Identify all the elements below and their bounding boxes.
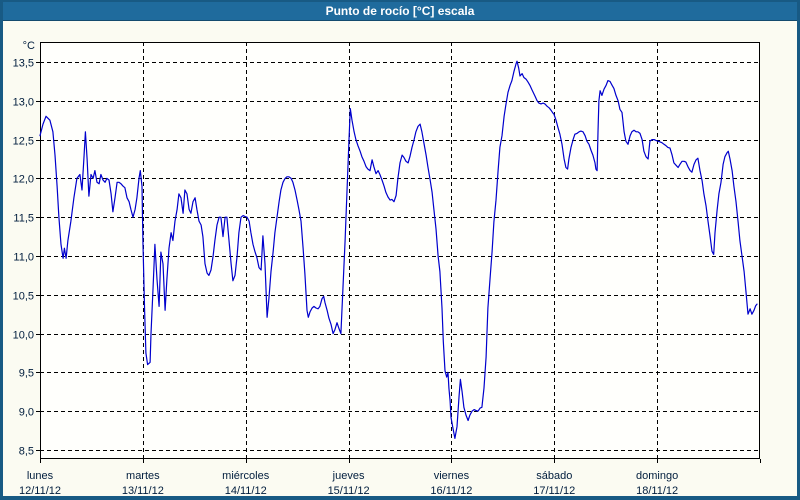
plot-border — [40, 42, 760, 459]
series-punto-de-rocio — [39, 60, 758, 439]
y-tick-label: 8,5 — [19, 446, 34, 458]
x-date-label: 14/11/12 — [225, 485, 267, 496]
x-date-label: 16/11/12 — [430, 485, 472, 496]
dewpoint-line-chart: 13,5 13,0 12,5 12,0 11,5 11,0 10,5 10,0 9,5 9,0 8,… — [13, 40, 761, 496]
x-day-label: viernes — [434, 470, 470, 482]
chart-title: Punto de rocío [°C] escala — [325, 4, 475, 18]
x-day-label: domingo — [636, 470, 678, 482]
x-date-label: 18/11/12 — [636, 485, 678, 496]
x-day-label: martes — [126, 470, 160, 482]
chart-title-bar: Punto de rocío [°C] escala — [3, 2, 797, 21]
x-day-label: sábado — [536, 470, 572, 482]
y-tick-label: 13,0 — [13, 97, 34, 109]
x-date-label: 13/11/12 — [122, 485, 164, 496]
x-day-label: lunes — [27, 470, 54, 482]
y-tick-label: 13,5 — [13, 58, 34, 70]
y-tick-label: 12,0 — [13, 174, 34, 186]
y-tick-label: 9,5 — [19, 368, 34, 380]
y-tick-label: 9,0 — [19, 407, 34, 419]
x-day-label: jueves — [332, 470, 365, 482]
y-axis-unit-label: °C — [23, 40, 35, 52]
x-day-label: miércoles — [222, 470, 270, 482]
y-tick-label: 10,0 — [13, 330, 34, 342]
y-tick-label: 11,0 — [13, 252, 34, 264]
x-date-label: 17/11/12 — [533, 485, 575, 496]
x-date-label: 15/11/12 — [328, 485, 370, 496]
plot-background — [40, 42, 760, 459]
chart-area: 13,5 13,0 12,5 12,0 11,5 11,0 10,5 10,0 9,5 9,0 8,… — [3, 21, 797, 496]
y-tick-label: 10,5 — [13, 291, 34, 303]
x-date-label: 12/11/12 — [19, 485, 61, 496]
y-tick-label: 11,5 — [13, 213, 34, 225]
y-tick-label: 12,5 — [13, 136, 34, 148]
